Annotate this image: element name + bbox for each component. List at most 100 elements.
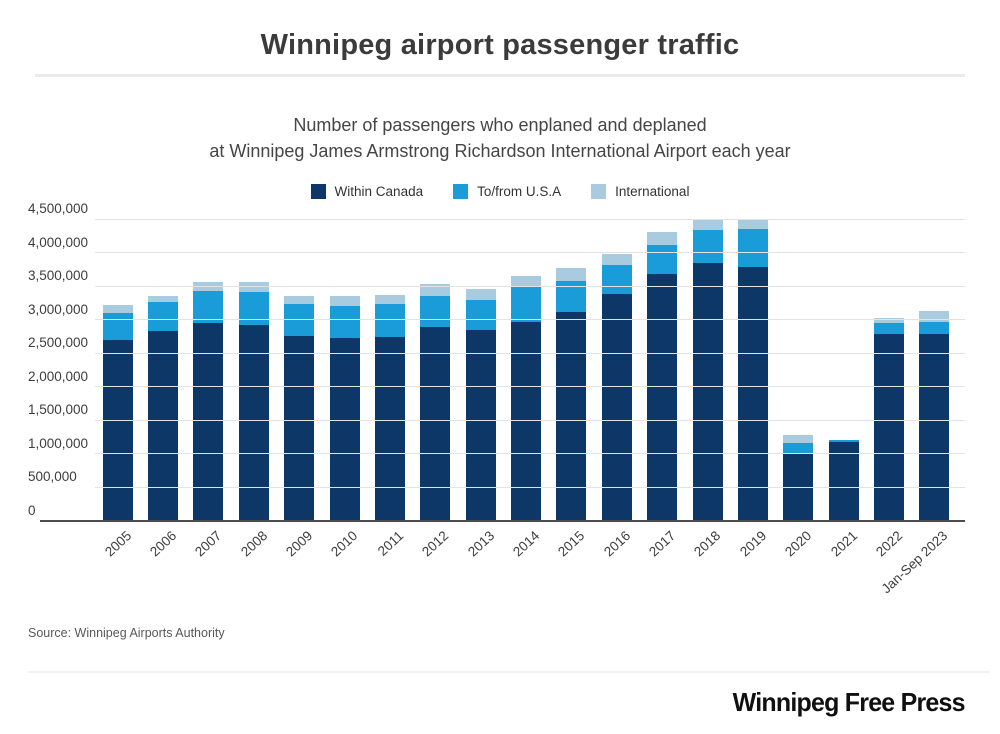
legend-swatch-icon [453, 184, 469, 199]
bar-segment-intl [828, 439, 859, 441]
stacked-bar [329, 296, 360, 521]
bar-segment-intl [102, 304, 133, 313]
bar-column [503, 219, 548, 521]
stacked-bar [465, 288, 496, 521]
bar-segment-canada [420, 327, 451, 521]
x-tick-label: 2011 [374, 528, 407, 559]
x-tick-label: 2016 [600, 528, 633, 560]
y-tick-label: 2,000,000 [28, 368, 89, 384]
bar-column [730, 219, 775, 521]
bar-segment-usa [601, 264, 632, 295]
bar-segment-usa [420, 295, 451, 328]
stacked-bar [102, 304, 133, 521]
chart-subtitle: Number of passengers who enplaned and de… [0, 112, 1000, 164]
gridline [95, 218, 965, 220]
stacked-bar [828, 439, 859, 521]
x-tick-label: 2008 [237, 528, 271, 560]
x-tick-label: 2009 [283, 528, 316, 560]
bar-segment-intl [238, 282, 269, 292]
bars [95, 219, 957, 521]
bar-segment-intl [511, 276, 542, 287]
y-tick-label: 4,500,000 [28, 201, 89, 216]
gridline [95, 352, 965, 354]
bar-segment-canada [919, 334, 950, 521]
stacked-bar [919, 310, 950, 521]
bar-segment-canada [238, 325, 269, 521]
bar-segment-intl [465, 288, 496, 300]
footer-divider [28, 671, 990, 673]
page-title: Winnipeg airport passenger traffic [260, 29, 740, 61]
bar-column [367, 219, 412, 521]
x-tick-label: 2006 [147, 528, 180, 560]
bar-column [140, 219, 185, 521]
y-tick-label: 3,000,000 [28, 301, 89, 317]
bar-segment-intl [647, 231, 678, 245]
x-tick-label: 2015 [555, 528, 588, 560]
bar-segment-intl [148, 295, 179, 302]
stacked-bar [647, 231, 678, 521]
bar-segment-canada [828, 442, 859, 521]
bar-segment-usa [828, 440, 859, 443]
title-divider [35, 74, 965, 77]
bar-column [776, 219, 821, 521]
bar-segment-intl [692, 220, 723, 231]
x-axis-line [40, 520, 965, 522]
bar-segment-usa [329, 306, 360, 339]
bar-segment-usa [874, 323, 905, 335]
bar-segment-canada [284, 335, 315, 521]
bar-segment-usa [148, 301, 179, 332]
x-tick-label: 2020 [782, 528, 815, 560]
legend-item: To/from U.S.A [453, 184, 561, 199]
y-tick-label: 3,500,000 [28, 268, 89, 284]
bar-segment-intl [737, 220, 768, 230]
bar-segment-canada [874, 334, 905, 521]
bar-segment-canada [692, 263, 723, 521]
y-tick-label: 1,500,000 [28, 402, 89, 418]
bar-segment-canada [601, 294, 632, 521]
bar-segment-canada [737, 267, 768, 521]
stacked-bar [148, 295, 179, 521]
legend-swatch-icon [310, 184, 326, 199]
bar-segment-canada [329, 338, 360, 521]
bar-segment-intl [874, 318, 905, 324]
bar-column [549, 219, 594, 521]
x-tick-label: 2005 [101, 528, 134, 560]
chart: 0 500,000 1,000,000 1,500,000 2,000,000 2,500… [0, 201, 1000, 596]
bar-segment-canada [374, 337, 405, 521]
stacked-bar [238, 282, 269, 521]
bar-segment-intl [420, 284, 451, 296]
bar-column [594, 219, 639, 521]
chart-subtitle-line1: Number of passengers who enplaned and de… [293, 115, 707, 135]
gridline [95, 252, 965, 254]
bar-column [640, 219, 685, 521]
bar-segment-usa [374, 304, 405, 338]
bar-column [821, 219, 866, 521]
stacked-bar [556, 268, 587, 521]
x-tick-label: 2021 [827, 528, 860, 560]
bar-segment-intl [284, 295, 315, 304]
stacked-bar [420, 284, 451, 521]
bar-segment-intl [601, 253, 632, 265]
x-tick-label: 2018 [691, 528, 724, 560]
bar-segment-intl [783, 435, 814, 444]
chart-subtitle-line2: at Winnipeg James Armstrong Richardson I… [209, 141, 791, 161]
bar-segment-canada [556, 312, 587, 521]
gridline [95, 419, 965, 421]
bar-column [413, 219, 458, 521]
gridline [95, 453, 965, 455]
x-tick-label: 2017 [646, 528, 679, 560]
bar-column [231, 219, 276, 521]
bar-segment-canada [102, 340, 133, 521]
gridline [95, 486, 965, 488]
y-tick-label: 0 [28, 503, 36, 518]
x-tick-label: 2014 [510, 528, 543, 560]
x-tick-label: 2022 [872, 528, 906, 560]
bar-segment-usa [511, 286, 542, 323]
y-tick-label: 2,500,000 [28, 335, 89, 351]
bar-column [458, 219, 503, 521]
x-tick-label: 2019 [736, 528, 770, 560]
bar-segment-usa [102, 312, 133, 341]
legend-label: Within Canada [334, 184, 424, 199]
bar-segment-intl [919, 310, 950, 323]
bar-segment-intl [329, 296, 360, 307]
